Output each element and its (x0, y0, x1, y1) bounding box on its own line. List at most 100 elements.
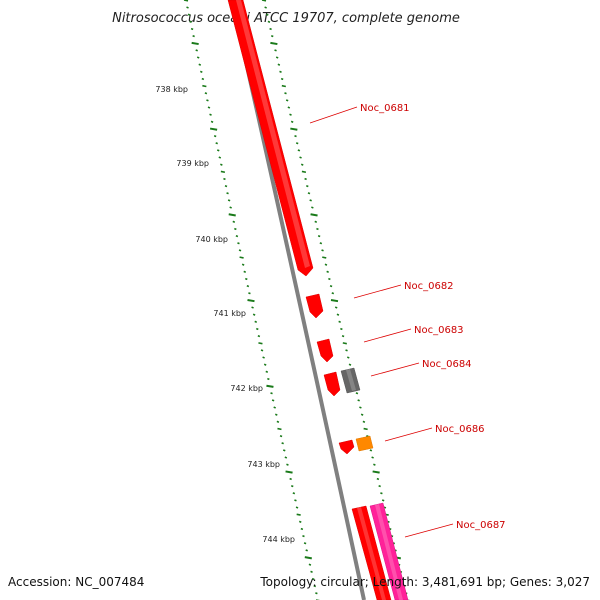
right-track-tick-mark (363, 427, 368, 431)
right-track-tick-mark (317, 234, 321, 238)
gene-label-noc-0683[interactable]: Noc_0683 (414, 325, 464, 336)
right-track-tick-mark (369, 449, 373, 452)
left-track-tick-mark (265, 370, 269, 373)
tick-label-744: 744 kbp (262, 535, 295, 544)
tick-label-742: 742 kbp (230, 384, 263, 393)
left-track-tick-mark (247, 299, 255, 303)
right-track-tick-mark (314, 220, 318, 223)
right-track-tick-mark (372, 470, 380, 474)
right-track-tick-mark (300, 163, 304, 166)
gene-label-noc-0681[interactable]: Noc_0681 (360, 103, 410, 114)
right-track-tick-mark (330, 299, 339, 303)
left-track-tick-mark (303, 542, 307, 545)
left-track-tick-mark (266, 384, 274, 388)
left-track-tick-mark (209, 127, 218, 131)
gene-noc-0683[interactable] (316, 338, 334, 363)
right-track-tick-mark (270, 41, 278, 46)
left-track-tick-mark (295, 506, 299, 509)
right-track-tick-mark (310, 213, 318, 217)
left-track-tick-mark (276, 420, 280, 423)
left-track-tick-mark (223, 177, 226, 181)
right-track-tick-mark (265, 13, 269, 16)
right-track-tick-mark (270, 34, 274, 38)
leader-line-noc-0683 (363, 328, 412, 343)
right-track-tick-mark (334, 306, 338, 309)
tick-label-740: 740 kbp (195, 235, 228, 244)
left-track-tick-mark (183, 0, 189, 2)
right-track-tick-mark (289, 113, 292, 116)
left-track-tick-mark (186, 6, 189, 9)
right-track-tick-mark (280, 77, 284, 81)
left-track-tick-mark (190, 27, 194, 31)
right-track-tick-mark (324, 263, 328, 266)
left-track-tick-mark (270, 392, 273, 395)
right-track-tick-mark (329, 284, 333, 288)
tick-track-right (261, 0, 411, 600)
tick-labels: 738 kbp 739 kbp 740 kbp 741 kbp 742 kbp … (155, 85, 295, 544)
left-track-tick-mark (235, 234, 239, 238)
gene-features (227, 0, 409, 600)
left-track-tick-mark (286, 463, 289, 466)
right-track-tick-mark (376, 477, 380, 481)
leader-line-noc-0686 (384, 427, 433, 442)
left-track-tick-mark (239, 256, 244, 259)
left-track-tick-mark (243, 270, 247, 273)
left-track-tick-mark (296, 513, 301, 516)
gene-label-noc-0682[interactable]: Noc_0682 (404, 281, 454, 292)
left-track-tick-mark (302, 534, 305, 538)
right-track-tick-mark (316, 227, 319, 231)
left-track-tick-mark (285, 470, 293, 474)
tick-label-738: 738 kbp (155, 85, 188, 94)
leader-line-noc-0687 (404, 523, 454, 538)
left-track-tick-mark (201, 77, 205, 81)
right-track-tick-mark (290, 127, 298, 131)
left-track-tick-mark (226, 192, 229, 195)
left-track-tick-mark (244, 277, 248, 281)
gene-red-near-0686[interactable] (338, 439, 355, 455)
gene-label-noc-0686[interactable]: Noc_0686 (435, 424, 485, 435)
left-track-tick-mark (267, 377, 270, 381)
left-track-tick-mark (282, 449, 286, 452)
left-track-tick-mark (218, 156, 222, 159)
gene-noc-0687-highlight (375, 504, 403, 600)
gene-label-noc-0687[interactable]: Noc_0687 (456, 520, 506, 531)
left-track-tick-mark (255, 327, 259, 331)
left-track-tick-mark (281, 442, 284, 445)
left-track-tick-mark (277, 427, 282, 431)
left-track-tick-mark (237, 242, 240, 245)
left-track-tick-mark (289, 477, 292, 481)
left-track-tick-mark (246, 284, 250, 288)
gene-noc-0686[interactable] (355, 435, 374, 452)
gene-noc-0687-left-highlight (357, 507, 386, 600)
gene-noc-0682[interactable] (305, 293, 324, 319)
left-track-tick-mark (187, 13, 191, 16)
left-track-tick-mark (192, 34, 195, 38)
left-track-tick-mark (252, 313, 256, 316)
right-track-tick-mark (360, 413, 364, 416)
left-track-tick-mark (263, 363, 267, 366)
right-track-tick-mark (359, 406, 362, 409)
gene-label-noc-0684[interactable]: Noc_0684 (422, 359, 472, 370)
left-track-tick-mark (228, 213, 236, 217)
left-track-tick-mark (213, 134, 217, 138)
right-track-tick-mark (284, 92, 287, 95)
leader-line-noc-0681 (309, 106, 358, 124)
right-track-tick-mark (345, 349, 348, 352)
left-track-tick-mark (305, 549, 308, 552)
left-track-tick-mark (241, 263, 245, 266)
right-track-tick-mark (294, 134, 297, 138)
right-track-tick-mark (328, 277, 331, 281)
tick-label-739: 739 kbp (176, 159, 209, 168)
left-track-tick-mark (279, 434, 283, 438)
left-track-tick-mark (199, 70, 203, 73)
left-track-tick-mark (271, 399, 275, 402)
right-track-tick-mark (299, 156, 302, 159)
left-track-tick-mark (195, 49, 198, 52)
right-track-tick-mark (269, 27, 272, 31)
left-track-tick-mark (216, 149, 220, 152)
left-track-tick-mark (210, 120, 214, 123)
right-track-tick-mark (378, 484, 381, 488)
right-track-tick-mark (357, 399, 360, 402)
gene-noc-0684-left[interactable] (323, 371, 341, 397)
